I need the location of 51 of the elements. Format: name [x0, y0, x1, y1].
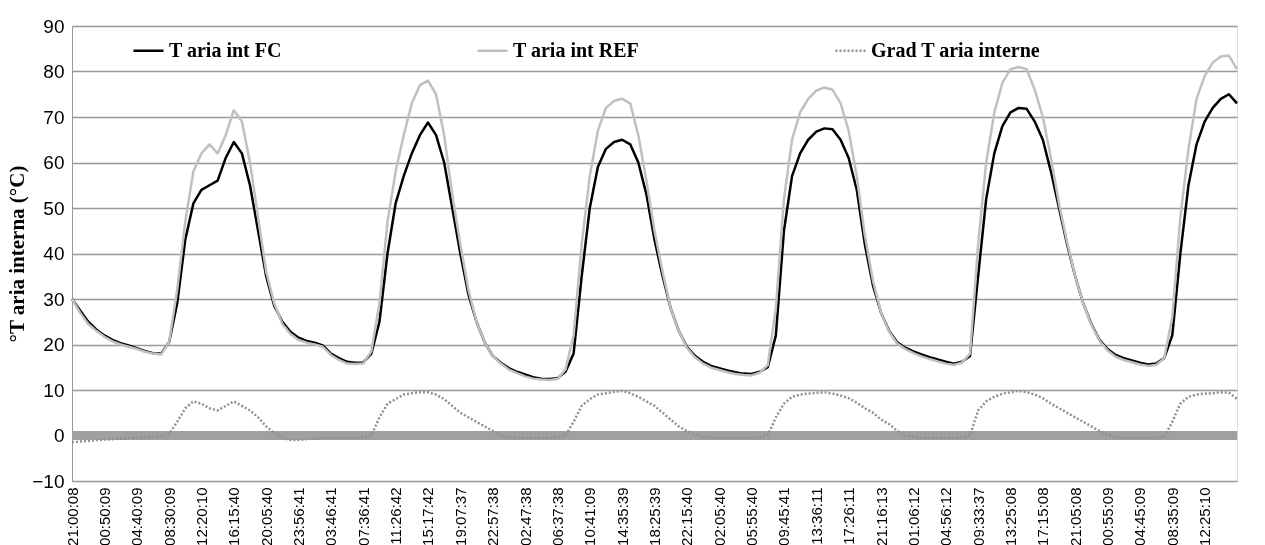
y-axis-title: °T aria interna (°C): [5, 165, 30, 343]
x-tick-label: 08:30:09: [160, 487, 178, 545]
x-tick-label: 21:16:13: [872, 487, 890, 545]
x-tick-label: 13:25:08: [1001, 487, 1019, 545]
y-tick-label: 30: [43, 288, 65, 310]
y-tick-label: −10: [32, 470, 65, 492]
legend-label: T aria int FC: [169, 38, 282, 61]
y-tick-label: 90: [43, 15, 65, 37]
y-tick-label: 80: [43, 61, 65, 82]
x-tick-label: 04:40:09: [128, 487, 146, 545]
x-tick-label: 02:47:38: [516, 487, 534, 545]
legend-label: Grad T aria interne: [871, 38, 1040, 61]
x-tick-label: 12:20:10: [192, 487, 210, 545]
y-tick-label: 0: [53, 425, 65, 446]
x-tick-label: 04:45:09: [1131, 487, 1149, 545]
x-tick-label: 09:45:41: [775, 487, 793, 545]
x-tick-label: 15:17:42: [419, 487, 437, 545]
x-tick-label: 17:26:11: [840, 487, 858, 545]
y-tick-label: 50: [43, 197, 65, 219]
x-tick-label: 02:05:40: [710, 487, 728, 545]
x-tick-label: 22:15:40: [678, 487, 696, 545]
x-tick-label: 13:36:11: [807, 487, 825, 545]
x-tick-label: 07:36:41: [354, 487, 372, 545]
x-tick-label: 00:55:09: [1099, 487, 1117, 545]
x-tick-label: 21:05:08: [1066, 487, 1084, 545]
x-tick-label: 05:55:40: [743, 487, 761, 545]
y-tick-label: 60: [43, 152, 65, 173]
x-tick-label: 00:50:09: [95, 487, 113, 545]
legend-label: T aria int REF: [513, 38, 639, 61]
x-tick-label: 10:41:09: [581, 487, 599, 545]
x-tick-label: 14:35:39: [613, 487, 631, 545]
y-tick-label: 70: [43, 106, 65, 128]
y-tick-label: 40: [43, 243, 65, 264]
y-tick-label: 20: [43, 334, 65, 355]
x-tick-label: 19:07:37: [451, 487, 469, 545]
x-tick-label: 09:33:37: [969, 487, 987, 545]
x-tick-label: 22:57:38: [484, 487, 502, 545]
y-tick-label: 10: [43, 379, 65, 401]
x-tick-label: 23:56:41: [290, 487, 308, 545]
x-tick-label: 11:26:42: [387, 487, 405, 545]
x-tick-label: 04:56:12: [937, 487, 955, 545]
x-tick-label: 01:06:12: [904, 487, 922, 545]
x-tick-label: 03:46:41: [322, 487, 340, 545]
x-tick-label: 17:15:08: [1034, 487, 1052, 545]
x-tick-label: 12:25:10: [1196, 487, 1214, 545]
x-tick-label: 16:15:40: [225, 487, 243, 545]
x-tick-label: 08:35:09: [1163, 487, 1181, 545]
x-tick-label: 20:05:40: [257, 487, 275, 545]
x-tick-label: 21:00:08: [63, 487, 81, 545]
x-tick-label: 06:37:38: [548, 487, 566, 545]
x-tick-label: 18:25:39: [646, 487, 663, 545]
